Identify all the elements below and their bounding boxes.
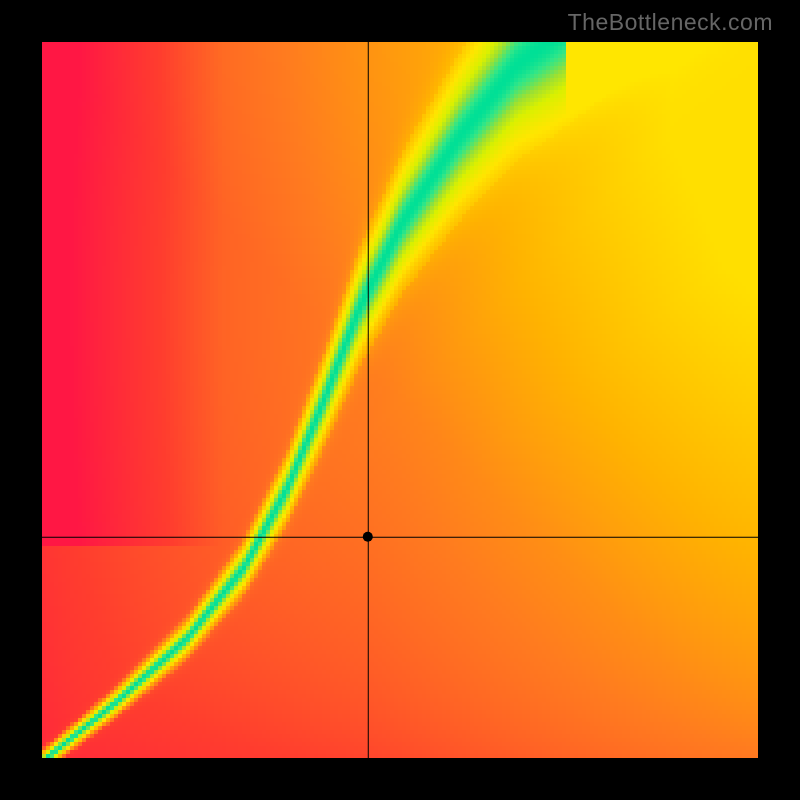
watermark-text: TheBottleneck.com — [568, 9, 773, 36]
bottleneck-heatmap-canvas — [0, 0, 800, 800]
chart-container: TheBottleneck.com — [0, 0, 800, 800]
